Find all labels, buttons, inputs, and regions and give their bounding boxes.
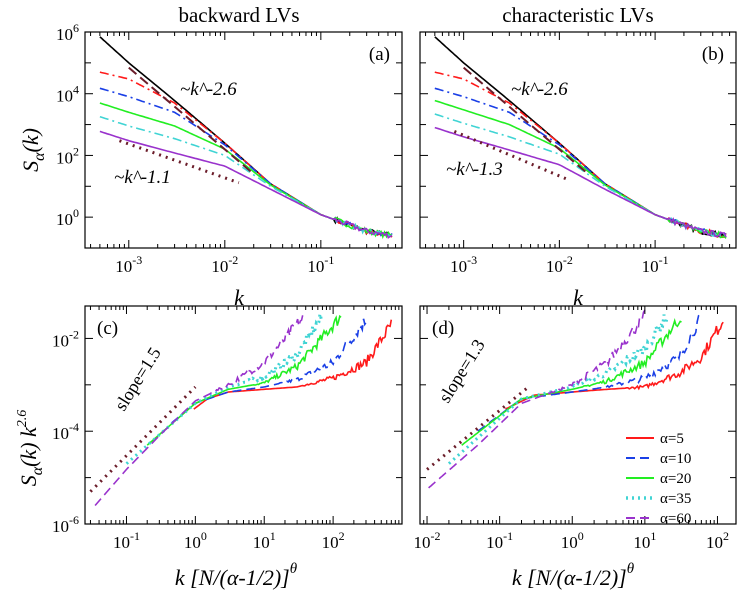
ytick-label: 106 bbox=[56, 21, 79, 44]
svg-text:k [N/(α-1/2)]θ: k [N/(α-1/2)]θ bbox=[512, 561, 635, 590]
legend: α=5 α=10 α=20 α=35 α=60 bbox=[626, 431, 691, 527]
series-alpha-10 bbox=[99, 87, 393, 240]
xlabel-a: k bbox=[234, 285, 245, 310]
ytick-label: 10-6 bbox=[52, 513, 79, 536]
plot-frame bbox=[84, 31, 403, 249]
series-alpha-60 bbox=[99, 130, 393, 239]
series-alpha-60 bbox=[428, 309, 646, 489]
annotation-b-upper: ~k^-2.6 bbox=[511, 79, 568, 100]
series-alpha-1 bbox=[434, 36, 727, 238]
series-alpha-10 bbox=[434, 87, 727, 238]
ylabel-a: Sα(k) bbox=[18, 128, 48, 172]
ylabel-c: Sα(k) k2.6 bbox=[15, 410, 46, 487]
svg-text:k [N/(α-1/2)]θ: k [N/(α-1/2)]θ bbox=[175, 561, 298, 590]
legend-label: α=10 bbox=[660, 451, 691, 467]
legend-label: α=35 bbox=[660, 491, 691, 507]
guide-line-1 bbox=[118, 139, 240, 185]
xtick-label: 10-2 bbox=[546, 253, 573, 276]
annotation-a-lower: ~k^-1.1 bbox=[114, 167, 171, 188]
xtick-label: 10-2 bbox=[211, 253, 238, 276]
series-alpha-35 bbox=[447, 314, 669, 465]
ytick-label: 102 bbox=[56, 144, 79, 167]
xtick-label: 10-1 bbox=[113, 529, 140, 552]
series-alpha-20 bbox=[461, 318, 682, 446]
annotation-d-slope: slope=1.3 bbox=[434, 336, 488, 407]
panel-label: (a) bbox=[369, 44, 390, 65]
guide-line-0 bbox=[89, 385, 197, 493]
xtick-label: 101 bbox=[253, 529, 276, 552]
annotation-c-slope: slope=1.5 bbox=[110, 344, 164, 415]
ytick-label: 100 bbox=[56, 206, 79, 229]
xlabel-b: k bbox=[573, 285, 584, 310]
panel-a: 10-3 10-2 10-1 100 102 104 106 (a) bbox=[56, 21, 403, 276]
xtick-label: 10-3 bbox=[115, 253, 142, 276]
ytick-label: 10-4 bbox=[52, 420, 79, 443]
svg-text:Sα(k): Sα(k) bbox=[18, 128, 48, 172]
legend-label: α=20 bbox=[660, 471, 691, 487]
series-alpha-20 bbox=[146, 314, 342, 446]
title-right: characteristic LVs bbox=[502, 3, 653, 27]
plot-frame bbox=[419, 31, 737, 249]
series-alpha-10 bbox=[170, 318, 367, 424]
xtick-label: 10-1 bbox=[486, 529, 513, 552]
title-left: backward LVs bbox=[178, 3, 299, 27]
xtick-label: 102 bbox=[706, 529, 729, 552]
xtick-label: 101 bbox=[633, 529, 656, 552]
series-alpha-5 bbox=[99, 71, 393, 238]
ytick-label: 104 bbox=[56, 83, 79, 106]
panel-label: (b) bbox=[702, 44, 724, 65]
legend-label: α=5 bbox=[660, 431, 684, 447]
guide-line-0 bbox=[426, 385, 530, 471]
series-alpha-60 bbox=[434, 126, 727, 238]
series-alpha-5 bbox=[434, 71, 727, 239]
guide-line-0 bbox=[128, 66, 255, 175]
xtick-label: 100 bbox=[184, 529, 207, 552]
panel-label: (c) bbox=[97, 318, 118, 339]
xlabel-d: k [N/(α-1/2)]θ bbox=[512, 561, 635, 590]
svg-text:Sα(k) k2.6: Sα(k) k2.6 bbox=[15, 410, 46, 487]
xtick-label: 10-2 bbox=[414, 529, 441, 552]
xtick-label: 100 bbox=[561, 529, 584, 552]
series-alpha-10 bbox=[477, 311, 703, 432]
xlabel-c: k [N/(α-1/2)]θ bbox=[175, 561, 298, 590]
xtick-label: 10-3 bbox=[450, 253, 477, 276]
series-alpha-5 bbox=[193, 319, 393, 410]
plot-frame bbox=[84, 305, 403, 525]
legend-label: α=60 bbox=[660, 511, 691, 527]
panel-label: (d) bbox=[432, 318, 454, 339]
panel-c: 10-1 100 101 102 10-6 10-4 10-2 (c) bbox=[52, 305, 403, 552]
ytick-label: 10-2 bbox=[52, 327, 79, 350]
panel-d: 10-2 10-1 100 101 102 (d) bbox=[414, 305, 737, 552]
panel-b: 10-3 10-2 10-1 (b) bbox=[419, 31, 737, 276]
annotation-b-lower: ~k^-1.3 bbox=[446, 159, 503, 180]
plot-frame bbox=[419, 305, 737, 525]
series-alpha-35 bbox=[434, 113, 727, 238]
xtick-label: 102 bbox=[322, 529, 345, 552]
xtick-label: 10-1 bbox=[307, 253, 334, 276]
xtick-label: 10-1 bbox=[642, 253, 669, 276]
series-alpha-35 bbox=[125, 313, 324, 465]
series-alpha-1 bbox=[99, 36, 393, 238]
guide-line-0 bbox=[462, 66, 589, 175]
annotation-a-upper: ~k^-2.6 bbox=[180, 79, 237, 100]
